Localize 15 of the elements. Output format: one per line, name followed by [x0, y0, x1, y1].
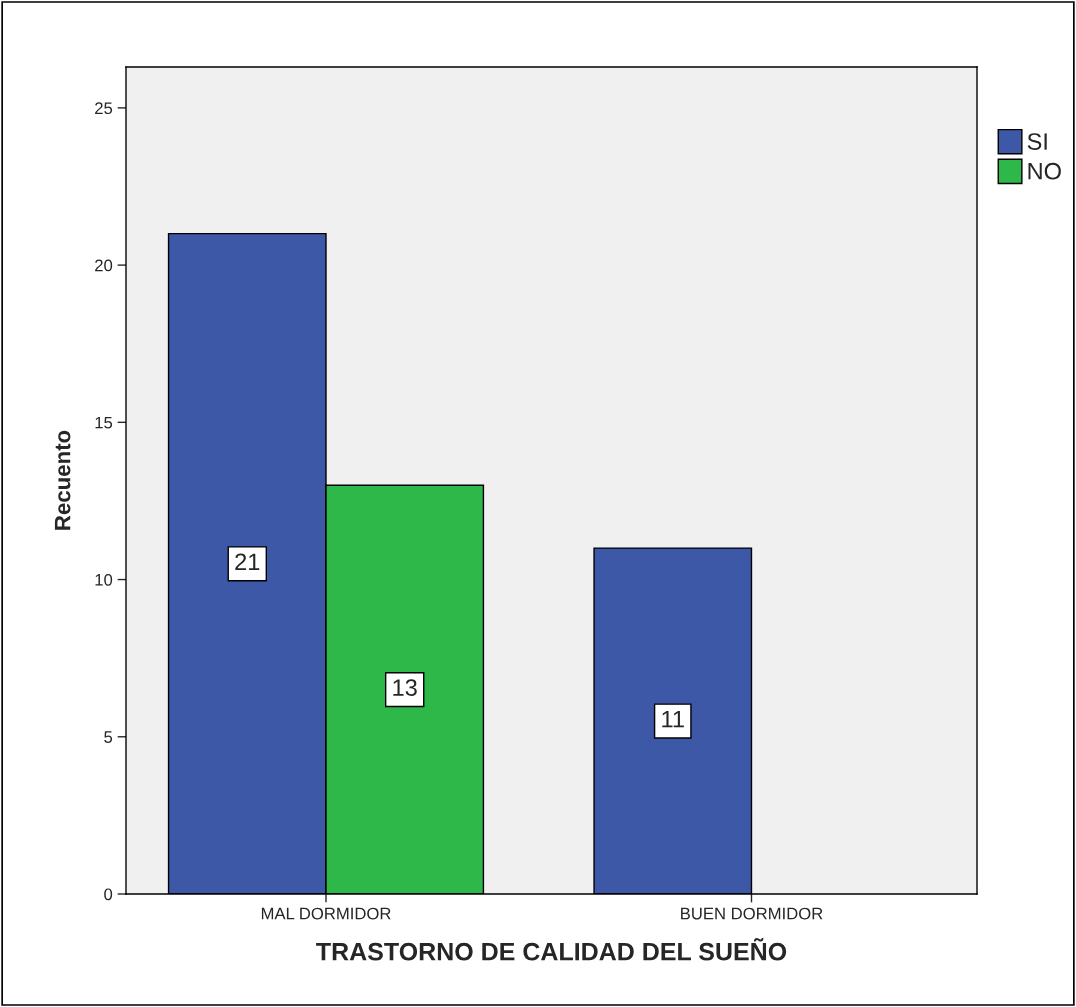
legend-label: NO	[1028, 162, 1061, 180]
y-tick-label: 15	[95, 416, 113, 429]
data-label: 13	[393, 679, 417, 696]
data-label: 21	[235, 553, 260, 570]
y-tick-label: 5	[104, 731, 113, 743]
y-tick-label: 25	[95, 102, 113, 115]
data-label: 11	[662, 710, 684, 728]
y-tick-label: 20	[95, 259, 113, 272]
x-axis-title: TRASTORNO DE CALIDAD DEL SUEÑO	[316, 938, 787, 961]
y-axis-title: Recuento	[54, 430, 71, 530]
y-tick-label: 10	[95, 573, 113, 586]
legend-label: SI	[1027, 133, 1047, 150]
x-tick-label: BUEN DORMIDOR	[681, 907, 823, 920]
x-tick-label: MAL DORMIDOR	[261, 907, 391, 920]
y-tick-label: 0	[104, 888, 113, 901]
